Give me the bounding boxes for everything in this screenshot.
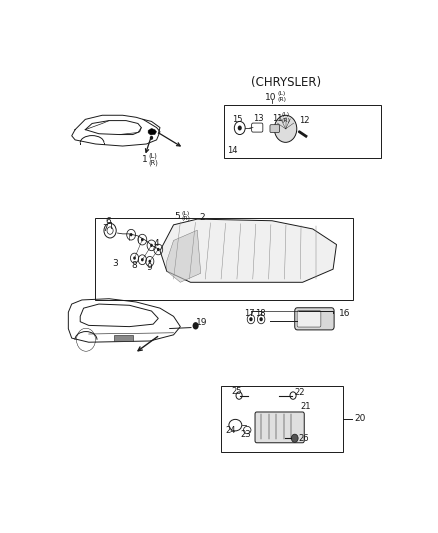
Circle shape — [157, 248, 159, 251]
Bar — [114, 335, 133, 341]
Text: 16: 16 — [339, 309, 351, 318]
FancyBboxPatch shape — [255, 412, 304, 443]
Text: (L)
(R): (L) (R) — [278, 91, 287, 102]
Text: 17: 17 — [244, 309, 254, 318]
Text: 24: 24 — [225, 425, 236, 434]
Polygon shape — [148, 128, 156, 135]
Text: 20: 20 — [354, 415, 366, 423]
FancyBboxPatch shape — [295, 308, 334, 330]
Bar — [95, 218, 353, 300]
Text: 1: 1 — [142, 155, 148, 164]
Text: 3: 3 — [112, 259, 118, 268]
Text: 5: 5 — [174, 212, 180, 221]
Text: 25: 25 — [231, 387, 242, 396]
Text: 13: 13 — [253, 115, 264, 124]
FancyBboxPatch shape — [270, 125, 279, 133]
Circle shape — [148, 260, 151, 263]
Text: 6: 6 — [106, 217, 111, 226]
Circle shape — [238, 125, 242, 131]
Text: 22: 22 — [294, 388, 304, 397]
Text: 10: 10 — [265, 93, 276, 102]
Text: (L)
(R): (L) (R) — [149, 152, 159, 166]
Text: 23: 23 — [240, 431, 251, 440]
Text: 18: 18 — [255, 309, 265, 318]
Text: 8: 8 — [132, 261, 138, 270]
Bar — [224, 105, 381, 158]
Circle shape — [274, 115, 297, 142]
Circle shape — [249, 317, 253, 321]
Circle shape — [141, 238, 144, 241]
Circle shape — [259, 317, 263, 321]
Text: 11: 11 — [272, 114, 283, 123]
Text: 2: 2 — [200, 213, 205, 222]
Polygon shape — [160, 219, 336, 282]
Text: 21: 21 — [301, 402, 311, 411]
Circle shape — [150, 136, 153, 140]
Text: 26: 26 — [298, 434, 309, 443]
Circle shape — [133, 256, 136, 260]
Bar — [221, 386, 343, 452]
Text: 19: 19 — [196, 318, 207, 327]
Circle shape — [150, 244, 153, 247]
Text: 15: 15 — [232, 115, 243, 124]
Text: 7: 7 — [102, 224, 108, 233]
Text: (L)
(R): (L) (R) — [282, 112, 290, 123]
Text: (L)
(R): (L) (R) — [181, 211, 191, 221]
Circle shape — [141, 258, 144, 261]
Text: 4: 4 — [153, 239, 159, 248]
FancyBboxPatch shape — [297, 311, 321, 327]
Text: 12: 12 — [299, 116, 310, 125]
Polygon shape — [167, 230, 201, 282]
Text: (CHRYSLER): (CHRYSLER) — [251, 76, 321, 89]
Text: 14: 14 — [227, 147, 237, 156]
Circle shape — [193, 322, 199, 329]
Circle shape — [291, 434, 298, 442]
Text: 9: 9 — [146, 263, 152, 272]
Circle shape — [130, 233, 132, 236]
